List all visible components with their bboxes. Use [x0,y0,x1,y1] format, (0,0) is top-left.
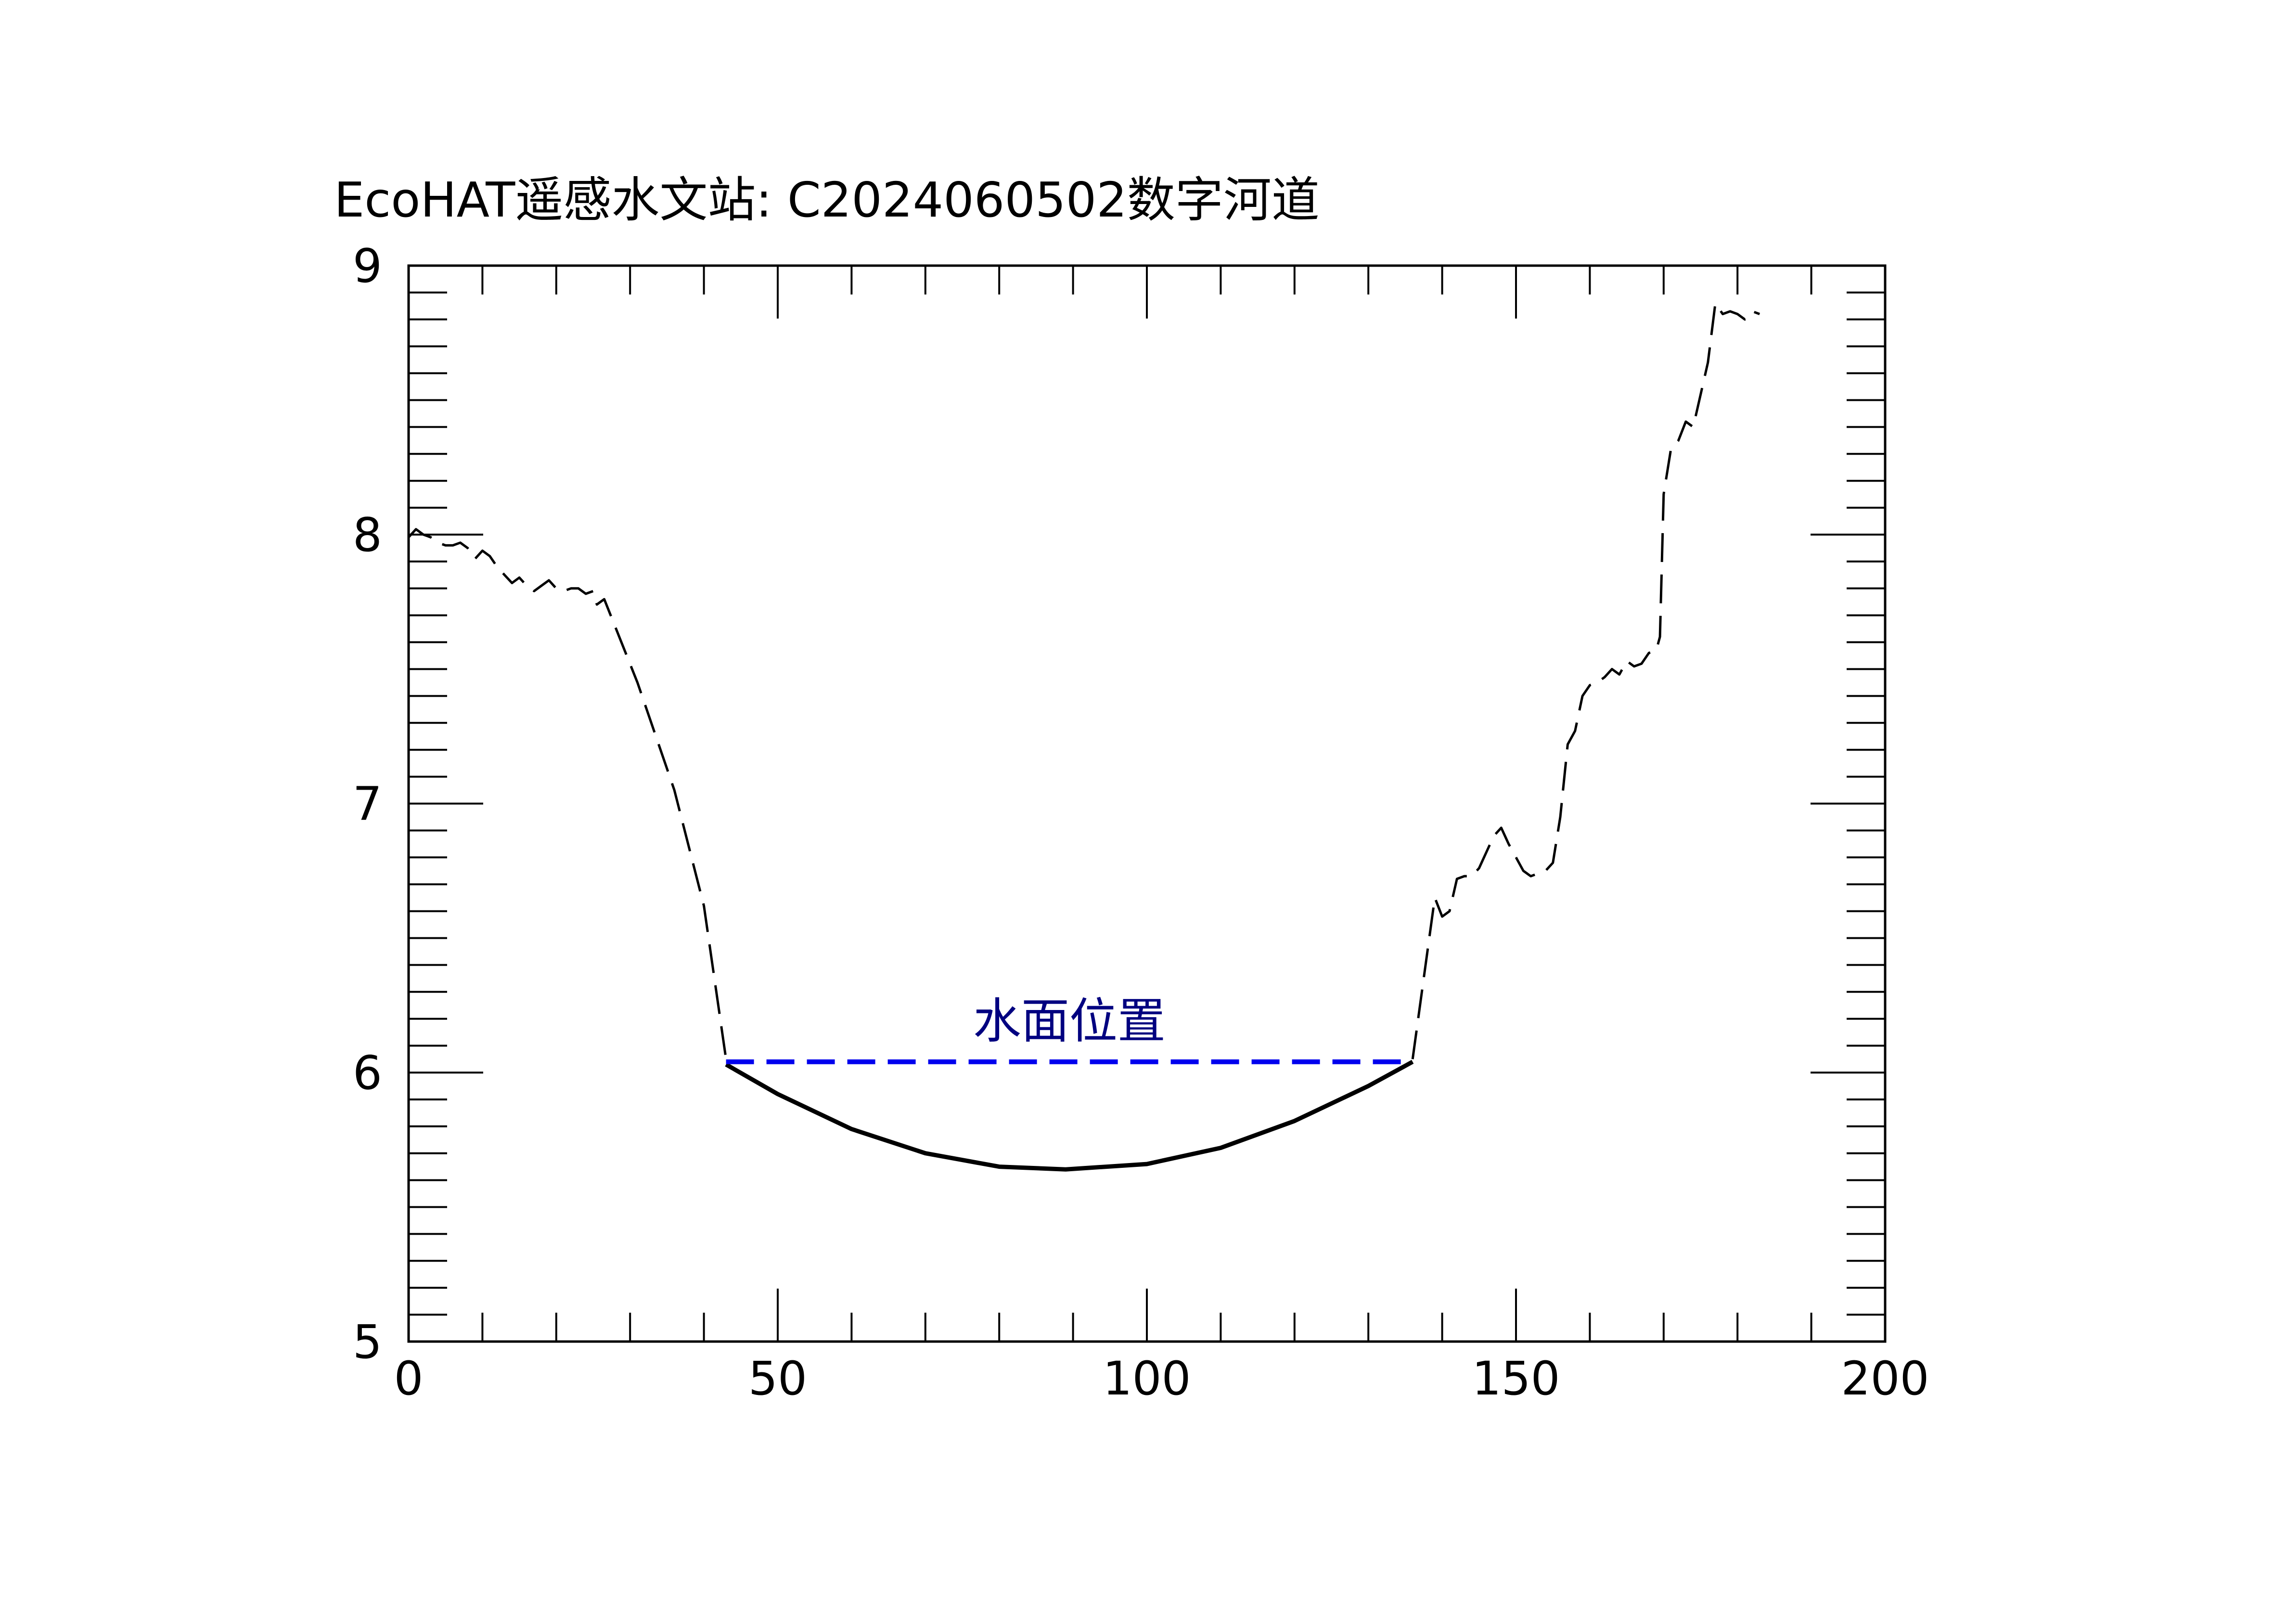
tick-labels: 0 50 100 150 200 5 6 7 8 9 [353,239,1929,1406]
y-tick-label: 9 [353,239,382,293]
x-tick-label: 200 [1841,1352,1929,1406]
x-tick-label: 0 [394,1352,423,1406]
y-tick-label: 7 [353,777,382,831]
terrain-line [408,528,728,1060]
y-tick-label: 6 [353,1046,382,1100]
x-tick-label: 50 [748,1352,807,1406]
x-tick-label: 100 [1103,1352,1191,1406]
y-tick-label: 5 [353,1315,382,1369]
riverbed-line [725,1060,1414,1172]
plot-frame [407,264,1887,1343]
x-tick-label: 150 [1472,1352,1560,1406]
terrain-line [1411,302,1760,1060]
y-tick-label: 8 [353,508,382,562]
axis-ticks [408,265,1886,1343]
annotations: 水面位置 [973,993,1166,1049]
series-lines [408,302,1760,1172]
chart-title: EcoHAT遥感水文站: C2024060502数字河道 [334,172,1320,228]
water-surface-label: 水面位置 [973,993,1166,1049]
